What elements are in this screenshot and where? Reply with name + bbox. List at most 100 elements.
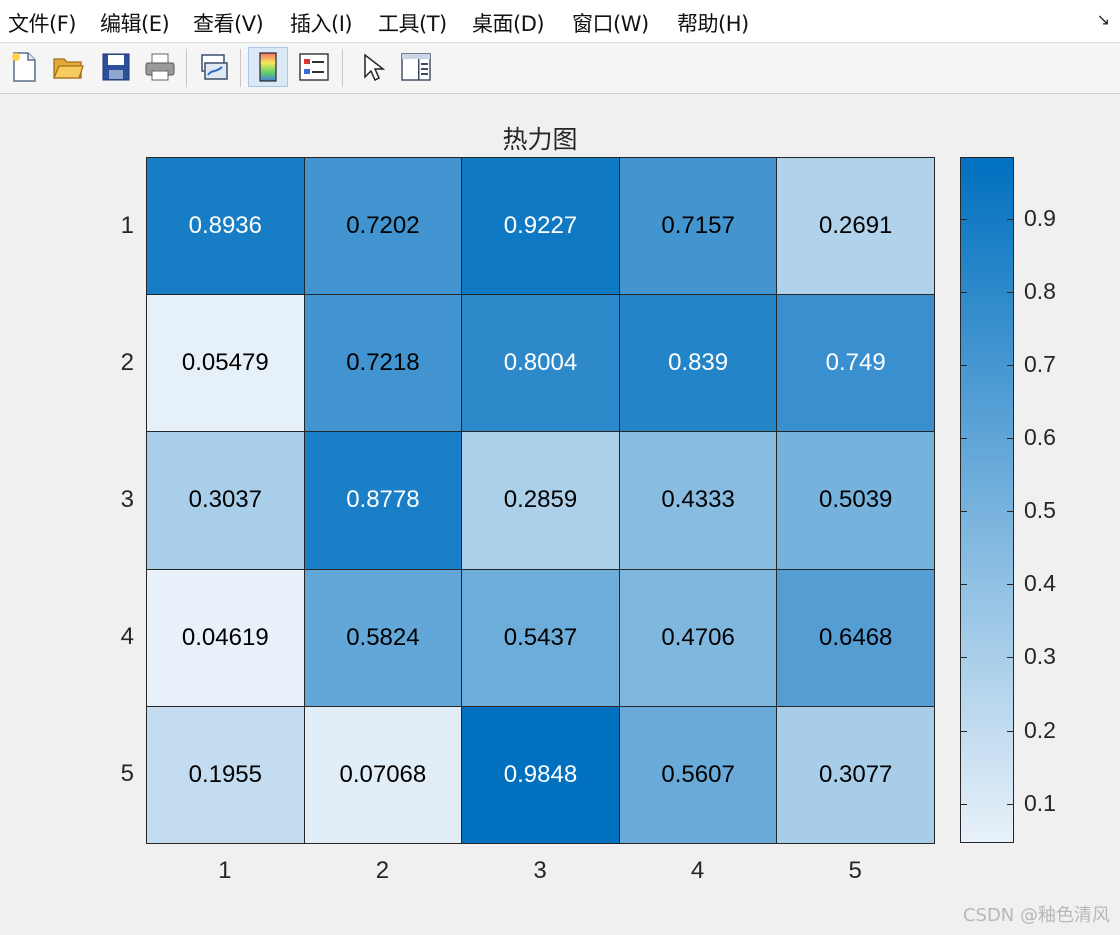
cell-value-label: 0.7157 [661, 212, 735, 240]
colorbar-tick [1007, 292, 1013, 294]
heatmap-cell[interactable]: 0.7157 [618, 157, 778, 296]
menu-item-7[interactable]: 窗口(W) [572, 12, 649, 36]
heatmap-cell[interactable]: 0.5824 [303, 568, 463, 707]
heatmap-cell[interactable]: 0.2859 [461, 431, 620, 570]
cell-value-label: 0.7202 [346, 212, 420, 240]
new-file-button[interactable] [4, 47, 44, 87]
heatmap-cell[interactable]: 0.5039 [776, 431, 935, 570]
toolbar-separator [342, 49, 343, 87]
colorbar-tick-label: 0.7 [1024, 351, 1056, 378]
colorbar-icon [255, 51, 281, 83]
cell-value-label: 0.1955 [188, 760, 262, 788]
cell-value-label: 0.4333 [661, 486, 735, 514]
colorbar-tick-label: 0.4 [1024, 570, 1056, 597]
heatmap-cell[interactable]: 0.04619 [146, 568, 305, 707]
cell-value-label: 0.8936 [188, 212, 262, 240]
cell-value-label: 0.8778 [346, 486, 420, 514]
colorbar-tick [1007, 365, 1013, 367]
x-tick-label: 2 [375, 857, 390, 884]
heatmap-cell[interactable]: 0.5437 [461, 568, 620, 707]
pointer-icon [359, 52, 385, 82]
heatmap-cell[interactable]: 0.7202 [303, 157, 463, 296]
menu-item-5[interactable]: 工具(T) [378, 12, 447, 36]
colorbar-button[interactable] [248, 47, 288, 87]
heatmap-cell[interactable]: 0.8778 [303, 431, 463, 570]
heatmap-cell[interactable]: 0.05479 [146, 294, 305, 433]
heatmap-cell[interactable]: 0.3037 [146, 431, 305, 570]
colorbar-tick [1007, 218, 1013, 220]
cell-value-label: 0.3037 [188, 486, 262, 514]
menu-item-2[interactable]: 编辑(E) [100, 12, 170, 36]
cell-value-label: 0.5039 [818, 486, 893, 514]
menu-dock-icon[interactable]: ↘ [1096, 10, 1110, 29]
new-file-icon [9, 51, 39, 83]
heatmap-cell[interactable]: 0.4333 [618, 431, 778, 570]
colorbar-tick [961, 511, 967, 513]
cell-value-label: 0.6468 [818, 623, 893, 651]
colorbar-tick-label: 0.1 [1024, 789, 1056, 816]
cell-value-label: 0.9848 [503, 760, 578, 788]
colorbar-tick [1007, 438, 1013, 440]
print-button[interactable] [140, 47, 180, 87]
colorbar-tick-label: 0.2 [1024, 716, 1056, 743]
colorbar-tick-label: 0.6 [1024, 424, 1056, 451]
toolbar [0, 43, 1120, 94]
cell-value-label: 0.05479 [181, 349, 269, 377]
colorbar-tick [1007, 584, 1013, 586]
heatmap-cell[interactable]: 0.07068 [303, 705, 463, 844]
heatmap-cell[interactable]: 0.8004 [461, 294, 620, 433]
cell-value-label: 0.2691 [818, 212, 893, 240]
colorbar-gradient [961, 158, 1013, 842]
menu-item-4[interactable]: 插入(I) [290, 12, 353, 36]
toolbar-separator [186, 49, 187, 87]
heatmap-cell[interactable]: 0.1955 [146, 705, 305, 844]
cell-value-label: 0.5437 [503, 623, 578, 651]
open-folder-icon [52, 52, 84, 82]
heatmap-cell[interactable]: 0.2691 [776, 157, 935, 296]
menu-bar: 文件(F) 编辑(E) 查看(V) 插入(I) 工具(T) 桌面(D) 窗口(W) 帮助(H)… [0, 0, 1120, 43]
heatmap-cell[interactable]: 0.7218 [303, 294, 463, 433]
watermark: CSDN @釉色清风 [962, 905, 1110, 926]
save-button[interactable] [96, 47, 136, 87]
menu-item-6[interactable]: 桌面(D) [472, 12, 545, 36]
cell-value-label: 0.839 [668, 349, 729, 377]
colorbar-tick [961, 803, 967, 805]
menu-item-8[interactable]: 帮助(H) [677, 12, 749, 36]
colorbar-tick-label: 0.9 [1024, 204, 1056, 231]
colorbar[interactable] [960, 157, 1014, 843]
heatmap-cell[interactable]: 0.839 [618, 294, 778, 433]
heatmap-cell[interactable]: 0.8936 [146, 157, 305, 296]
cell-value-label: 0.7218 [346, 349, 420, 377]
heatmap-cell[interactable]: 0.4706 [618, 568, 778, 707]
heatmap-cell[interactable]: 0.749 [776, 294, 935, 433]
y-tick-label: 1 [120, 211, 134, 239]
property-editor-icon [400, 52, 432, 82]
y-tick-label: 5 [120, 760, 134, 788]
colorbar-tick [961, 730, 967, 732]
chart-title: 热力图 [502, 125, 578, 154]
property-editor-button[interactable] [396, 47, 436, 87]
colorbar-tick [1007, 511, 1013, 513]
y-tick-label: 2 [120, 348, 134, 376]
cell-value-label: 0.5607 [661, 760, 735, 788]
colorbar-tick-label: 0.8 [1024, 278, 1056, 305]
colorbar-tick-label: 0.3 [1024, 643, 1056, 670]
menu-item-1[interactable]: 文件(F) [8, 12, 76, 36]
menu-item-3[interactable]: 查看(V) [193, 12, 264, 36]
legend-button[interactable] [294, 47, 334, 87]
link-plot-button[interactable] [194, 47, 234, 87]
cell-value-label: 0.2859 [503, 486, 578, 514]
heatmap-cell[interactable]: 0.6468 [776, 568, 935, 707]
y-tick-label: 3 [120, 486, 134, 513]
cell-value-label: 0.3077 [818, 760, 893, 788]
heatmap-cell[interactable]: 0.9848 [461, 705, 620, 844]
colorbar-tick [1007, 657, 1013, 659]
heatmap-cell[interactable]: 0.3077 [776, 705, 935, 844]
open-folder-button[interactable] [48, 47, 88, 87]
cell-value-label: 0.5824 [346, 623, 420, 651]
heatmap-cell[interactable]: 0.9227 [461, 157, 620, 296]
pointer-button[interactable] [352, 47, 392, 87]
toolbar-separator [240, 49, 241, 87]
print-icon [144, 52, 176, 82]
heatmap-cell[interactable]: 0.5607 [618, 705, 778, 844]
